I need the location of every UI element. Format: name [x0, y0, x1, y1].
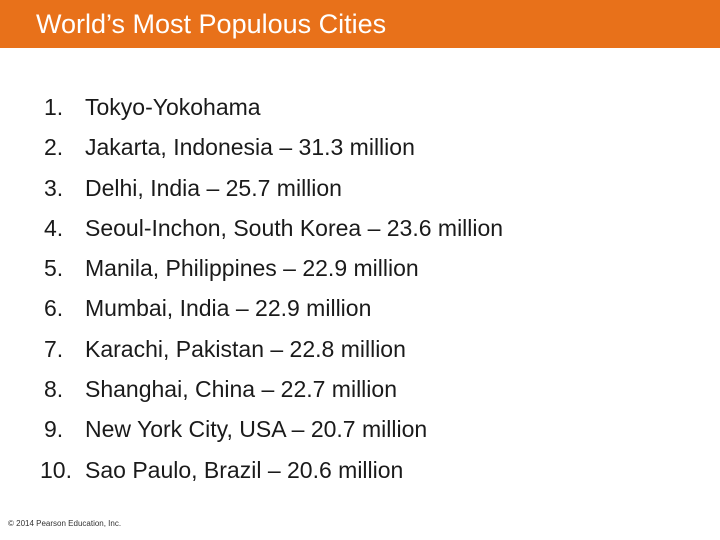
list-item-number: 1.	[44, 94, 64, 120]
list-item-text: Seoul-Inchon, South Korea – 23.6 million	[85, 214, 504, 241]
list-item-text: Shanghai, China – 22.7 million	[85, 376, 397, 403]
list-item-number: 4.	[44, 214, 64, 241]
list-item-number: 6.	[44, 295, 64, 322]
copyright-footer: © 2014 Pearson Education, Inc.	[8, 519, 122, 528]
list-item-text: Sao Paulo, Brazil – 20.6 million	[85, 456, 404, 483]
list-item-text: Mumbai, India – 22.9 million	[85, 295, 372, 322]
list-item-number: 5.	[44, 255, 64, 282]
list-item-number: 10.	[40, 456, 72, 483]
list-item-text: Jakarta, Indonesia – 31.3 million	[85, 134, 415, 161]
list-item-text: Karachi, Pakistan – 22.8 million	[85, 335, 406, 362]
list-item-number: 7.	[44, 335, 64, 362]
list-item-number: 3.	[44, 174, 64, 201]
list-item-number: 9.	[44, 416, 64, 443]
list-item-text: New York City, USA – 20.7 million	[85, 416, 428, 443]
list-item-text: Tokyo-Yokohama	[85, 94, 261, 120]
title-bar: World’s Most Populous Cities	[0, 0, 720, 48]
list-item-text: Manila, Philippines – 22.9 million	[85, 255, 419, 282]
list-item-text: Delhi, India – 25.7 million	[85, 174, 342, 201]
list-item-number: 2.	[44, 134, 64, 161]
list-item-number: 8.	[44, 376, 64, 403]
slide-title: World’s Most Populous Cities	[36, 9, 387, 39]
